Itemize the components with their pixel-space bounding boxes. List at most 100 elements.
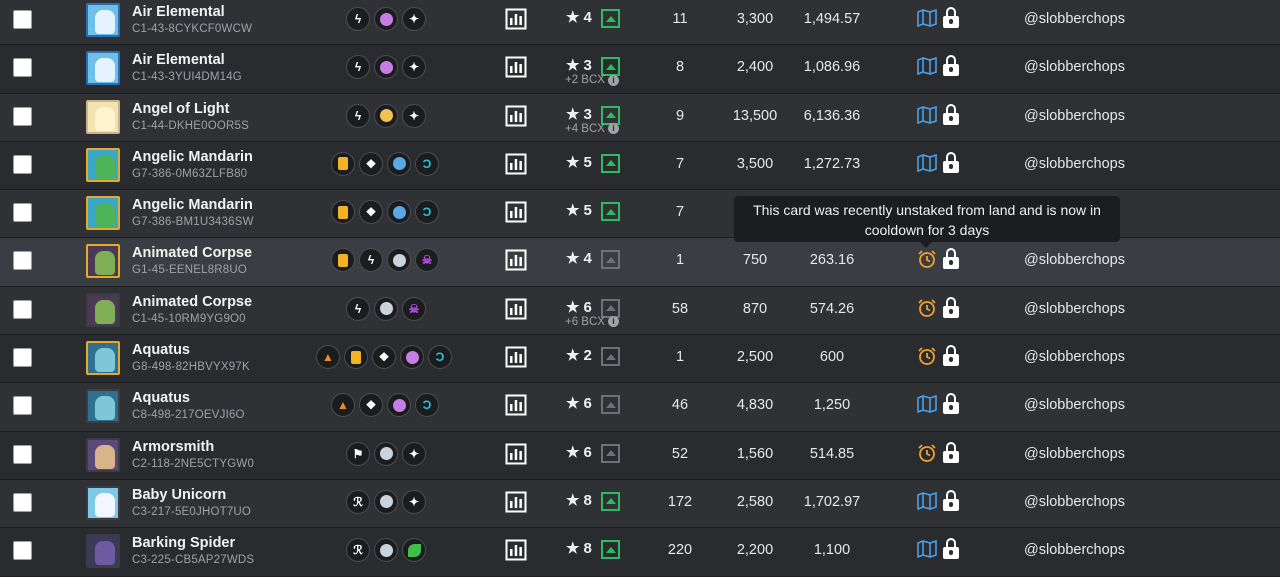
sparkle-icon[interactable]: ✦ [402,7,426,31]
upgrade-arrow-icon[interactable] [601,395,620,415]
table-row[interactable]: Barking Spider C3-225-CB5AP27WDS ℛ ★ 8 220 2,2… [0,528,1280,577]
card-owner[interactable]: @slobberchops [1024,59,1125,76]
card-name[interactable]: Aquatus [132,342,190,359]
gold-dot-icon[interactable] [374,103,398,128]
land-map-icon[interactable] [917,540,937,559]
card-owner[interactable]: @slobberchops [1024,445,1125,462]
info-icon[interactable]: i [607,123,619,135]
lock-icon[interactable] [943,103,959,126]
neutral-dot-icon[interactable] [374,538,398,563]
stats-chart-icon[interactable] [505,539,527,561]
rune-icon[interactable]: ℛ [346,489,370,514]
table-row[interactable]: Aquatus C8-498-217OEVJI6O ▲ ❖ Ɔ ★ 6 46 4,830 1,25… [0,383,1280,432]
row-select-checkbox[interactable] [13,203,32,223]
neutral-dot-icon[interactable] [374,489,398,514]
card-name[interactable]: Aquatus [132,390,190,407]
lock-icon[interactable] [943,345,959,367]
row-select-checkbox[interactable] [13,299,32,319]
table-row[interactable]: Air Elemental C1-43-8CYKCF0WCW ϟ ✦ ★ 4 11 3,300… [0,0,1280,46]
lightning-icon[interactable]: ϟ [359,248,383,273]
sparkle-icon[interactable]: ✦ [402,441,426,466]
cooldown-alarm-icon[interactable] [917,249,937,269]
card-icon[interactable] [331,200,355,225]
neutral-dot-icon[interactable] [374,441,398,466]
lock-icon[interactable] [943,393,959,415]
leaf-icon[interactable] [402,538,426,563]
row-select-checkbox[interactable] [13,10,32,29]
card-icon[interactable] [344,345,368,370]
stats-chart-icon[interactable] [505,153,527,175]
lightning-icon[interactable]: ϟ [346,296,370,321]
card-name[interactable]: Armorsmith [132,438,215,455]
row-select-checkbox[interactable] [13,444,32,464]
card-owner[interactable]: @slobberchops [1024,542,1125,559]
upgrade-arrow-icon[interactable] [601,250,620,270]
card-name[interactable]: Air Elemental [132,52,225,69]
wave-icon[interactable]: Ɔ [415,200,439,225]
rune-icon[interactable]: ℛ [346,538,370,563]
lightning-icon[interactable]: ϟ [346,7,370,31]
row-select-checkbox[interactable] [13,348,32,368]
diamond-icon[interactable]: ❖ [359,200,383,225]
diamond-icon[interactable]: ❖ [359,393,383,418]
lock-icon[interactable] [943,151,959,174]
lock-icon[interactable] [943,7,959,29]
magic-dot-icon[interactable] [374,7,398,31]
card-owner[interactable]: @slobberchops [1024,300,1125,317]
land-map-icon[interactable] [917,153,937,172]
flag-icon[interactable]: ⚑ [346,441,370,466]
info-icon[interactable]: i [607,74,619,86]
water-dot-icon[interactable] [387,151,411,176]
card-owner[interactable]: @slobberchops [1024,397,1125,414]
upgrade-arrow-icon[interactable] [601,202,620,222]
diamond-icon[interactable]: ❖ [372,345,396,370]
upgrade-arrow-icon[interactable] [601,347,620,367]
diamond-icon[interactable]: ❖ [359,151,383,176]
magic-dot-icon[interactable] [400,345,424,370]
card-thumbnail[interactable] [86,534,120,569]
lock-icon[interactable] [943,55,959,77]
stats-chart-icon[interactable] [505,249,527,271]
table-row[interactable]: Angel of Light C1-44-DKHE0OOR5S ϟ ✦ ★ 3 +4 BCX… [0,93,1280,142]
table-row[interactable]: Animated Corpse C1-45-10RM9YG9O0 ϟ ☠ ★ 6 +6 BC… [0,286,1280,336]
stats-chart-icon[interactable] [505,346,527,368]
upgrade-arrow-icon[interactable] [601,443,620,463]
stats-chart-icon[interactable] [505,394,527,416]
card-name[interactable]: Baby Unicorn [132,486,227,503]
card-name[interactable]: Air Elemental [132,4,225,20]
card-name[interactable]: Angel of Light [132,100,230,117]
upgrade-arrow-icon[interactable] [601,491,620,511]
stats-chart-icon[interactable] [505,298,527,320]
lock-icon[interactable] [943,538,959,560]
upgrade-arrow-icon[interactable] [601,153,620,173]
row-select-checkbox[interactable] [13,251,32,271]
cooldown-alarm-icon[interactable] [917,298,937,318]
stats-chart-icon[interactable] [505,56,527,78]
table-row[interactable]: Air Elemental C1-43-3YUI4DM14G ϟ ✦ ★ 3 +2 BCX i… [0,45,1280,94]
card-thumbnail[interactable] [86,196,120,231]
card-thumbnail[interactable] [86,389,120,424]
cooldown-alarm-icon[interactable] [917,443,937,463]
table-row[interactable]: Armorsmith C2-118-2NE5CTYGW0 ⚑ ✦ ★ 6 52 1,560 51… [0,431,1280,480]
table-row[interactable]: Animated Corpse G1-45-EENEL8R8UO ϟ ☠ ★ 4 1 750 2… [0,238,1280,287]
land-map-icon[interactable] [917,9,937,27]
land-map-icon[interactable] [917,395,937,414]
neutral-dot-icon[interactable] [374,296,398,321]
card-owner[interactable]: @slobberchops [1024,107,1125,124]
sparkle-icon[interactable]: ✦ [402,55,426,80]
info-icon[interactable]: i [607,316,619,328]
lock-icon[interactable] [943,489,959,512]
lock-icon[interactable] [943,248,959,270]
magic-dot-icon[interactable] [374,55,398,80]
row-select-checkbox[interactable] [13,154,32,174]
card-icon[interactable] [331,248,355,273]
card-name[interactable]: Animated Corpse [132,245,253,262]
land-map-icon[interactable] [917,105,937,124]
card-owner[interactable]: @slobberchops [1024,11,1125,27]
card-thumbnail[interactable] [86,485,120,520]
land-map-icon[interactable] [917,57,937,76]
land-icon[interactable]: ▲ [331,393,355,418]
land-map-icon[interactable] [917,491,937,510]
card-thumbnail[interactable] [86,244,120,279]
water-dot-icon[interactable] [387,200,411,225]
